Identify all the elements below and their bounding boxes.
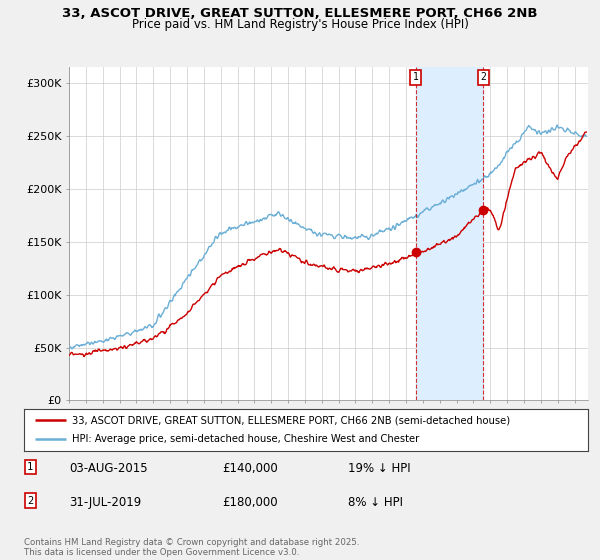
Text: £180,000: £180,000	[222, 496, 278, 508]
Text: 19% ↓ HPI: 19% ↓ HPI	[348, 462, 410, 475]
Text: 8% ↓ HPI: 8% ↓ HPI	[348, 496, 403, 508]
Text: 03-AUG-2015: 03-AUG-2015	[69, 462, 148, 475]
Text: 33, ASCOT DRIVE, GREAT SUTTON, ELLESMERE PORT, CH66 2NB: 33, ASCOT DRIVE, GREAT SUTTON, ELLESMERE…	[62, 7, 538, 20]
Text: Price paid vs. HM Land Registry's House Price Index (HPI): Price paid vs. HM Land Registry's House …	[131, 18, 469, 31]
Text: 31-JUL-2019: 31-JUL-2019	[69, 496, 141, 508]
Text: 2: 2	[27, 496, 33, 506]
Text: 2: 2	[480, 72, 486, 82]
Text: 1: 1	[413, 72, 419, 82]
Text: £140,000: £140,000	[222, 462, 278, 475]
Text: 33, ASCOT DRIVE, GREAT SUTTON, ELLESMERE PORT, CH66 2NB (semi-detached house): 33, ASCOT DRIVE, GREAT SUTTON, ELLESMERE…	[72, 415, 510, 425]
Text: Contains HM Land Registry data © Crown copyright and database right 2025.
This d: Contains HM Land Registry data © Crown c…	[24, 538, 359, 557]
Text: HPI: Average price, semi-detached house, Cheshire West and Chester: HPI: Average price, semi-detached house,…	[72, 435, 419, 445]
Bar	[416, 67, 483, 400]
Text: 1: 1	[27, 462, 33, 472]
